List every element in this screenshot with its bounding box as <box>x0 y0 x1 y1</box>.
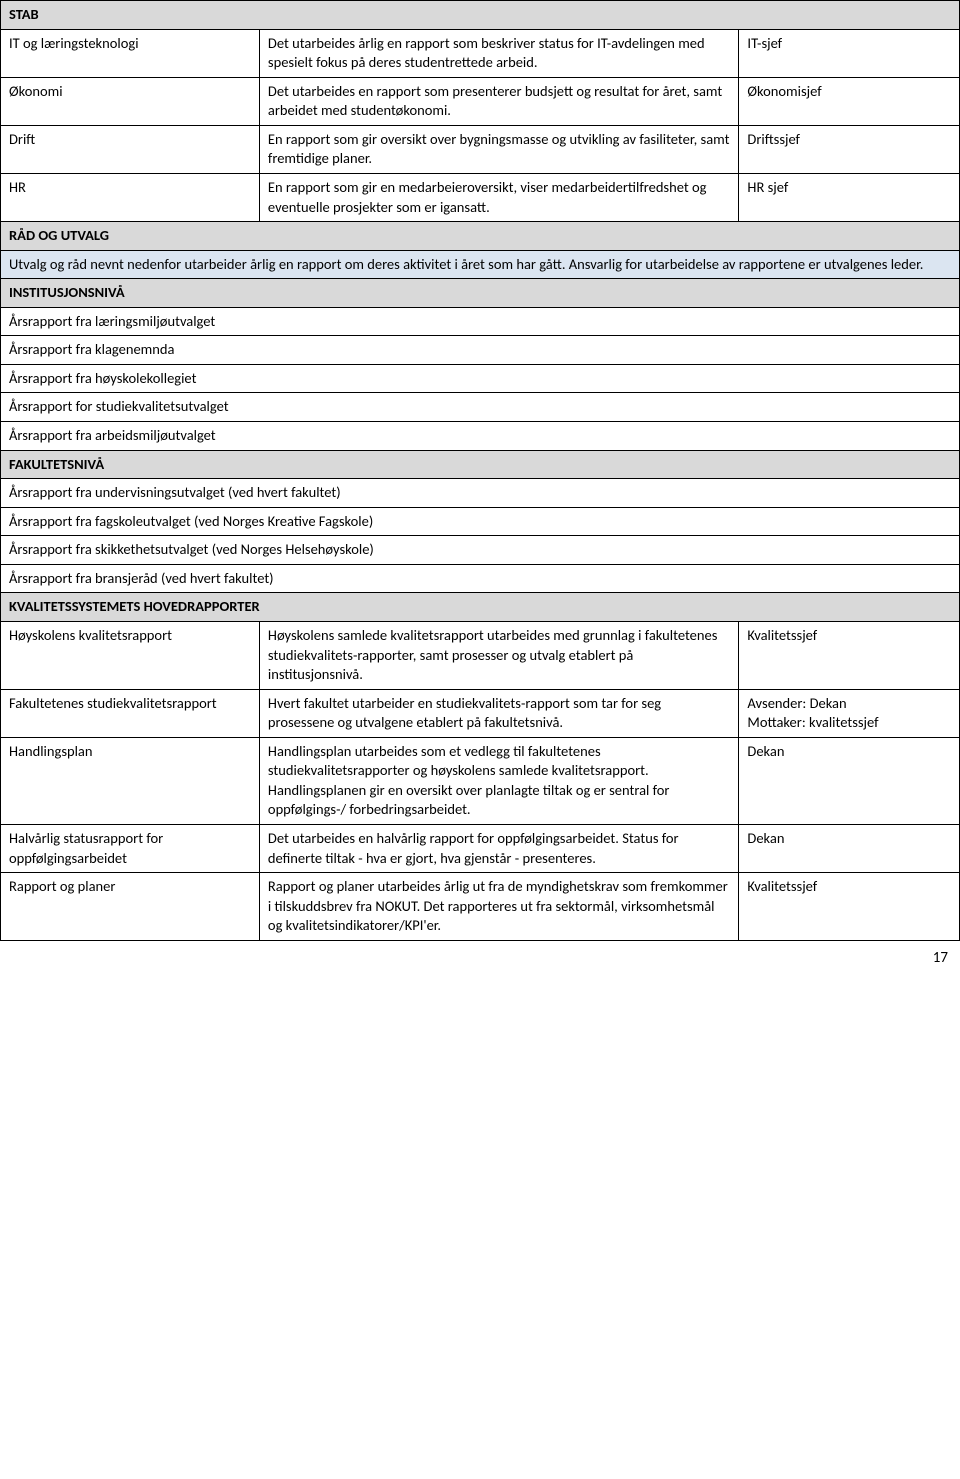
kvalitet-label: Halvårlig statusrapport for oppfølgingsa… <box>1 825 260 873</box>
stab-row-hr: HR En rapport som gir en medarbeierovers… <box>1 173 960 221</box>
inst-row: Årsrapport fra læringsmiljøutvalget <box>1 307 960 336</box>
inst-row: Årsrapport fra høyskolekollegiet <box>1 364 960 393</box>
kvalitet-header: KVALITETSSYSTEMETS HOVEDRAPPORTER <box>1 593 960 622</box>
kvalitet-desc: Handlingsplan utarbeides som et vedlegg … <box>259 737 739 824</box>
stab-owner: Driftssjef <box>739 125 960 173</box>
kvalitet-owner: Kvalitetssjef <box>739 621 960 689</box>
stab-owner: HR sjef <box>739 173 960 221</box>
kvalitet-owner: Avsender: DekanMottaker: kvalitetssjef <box>739 689 960 737</box>
kvalitet-owner: Kvalitetssjef <box>739 873 960 941</box>
stab-label: IT og læringsteknologi <box>1 29 260 77</box>
stab-desc: Det utarbeides årlig en rapport som besk… <box>259 29 739 77</box>
kvalitet-row: Halvårlig statusrapport for oppfølgingsa… <box>1 825 960 873</box>
stab-desc: En rapport som gir oversikt over bygning… <box>259 125 739 173</box>
stab-desc: En rapport som gir en medarbeieroversikt… <box>259 173 739 221</box>
kvalitet-desc: Rapport og planer utarbeides årlig ut fr… <box>259 873 739 941</box>
kvalitet-row: Handlingsplan Handlingsplan utarbeides s… <box>1 737 960 824</box>
kvalitet-desc: Det utarbeides en halvårlig rapport for … <box>259 825 739 873</box>
main-table: STAB IT og læringsteknologi Det utarbeid… <box>0 0 960 941</box>
inst-row: Årsrapport fra arbeidsmiljøutvalget <box>1 422 960 451</box>
fak-header: FAKULTETSNIVÅ <box>1 450 960 479</box>
page-number: 17 <box>0 941 960 967</box>
fak-row: Årsrapport fra bransjeråd (ved hvert fak… <box>1 564 960 593</box>
inst-header: INSTITUSJONSNIVÅ <box>1 279 960 308</box>
stab-desc: Det utarbeides en rapport som presentere… <box>259 77 739 125</box>
stab-row-okonomi: Økonomi Det utarbeides en rapport som pr… <box>1 77 960 125</box>
kvalitet-row: Fakultetenes studiekvalitetsrapport Hver… <box>1 689 960 737</box>
stab-label: Drift <box>1 125 260 173</box>
stab-owner: Økonomisjef <box>739 77 960 125</box>
stab-row-it: IT og læringsteknologi Det utarbeides år… <box>1 29 960 77</box>
kvalitet-owner: Dekan <box>739 825 960 873</box>
inst-row: Årsrapport fra klagenemnda <box>1 336 960 365</box>
stab-label: HR <box>1 173 260 221</box>
fak-row: Årsrapport fra fagskoleutvalget (ved Nor… <box>1 507 960 536</box>
kvalitet-row: Høyskolens kvalitetsrapport Høyskolens s… <box>1 621 960 689</box>
stab-label: Økonomi <box>1 77 260 125</box>
stab-owner: IT-sjef <box>739 29 960 77</box>
kvalitet-owner: Dekan <box>739 737 960 824</box>
kvalitet-desc: Hvert fakultet utarbeider en studiekvali… <box>259 689 739 737</box>
stab-header: STAB <box>1 1 960 30</box>
kvalitet-label: Handlingsplan <box>1 737 260 824</box>
inst-row: Årsrapport for studiekvalitetsutvalget <box>1 393 960 422</box>
kvalitet-row: Rapport og planer Rapport og planer utar… <box>1 873 960 941</box>
fak-row: Årsrapport fra undervisningsutvalget (ve… <box>1 479 960 508</box>
kvalitet-desc: Høyskolens samlede kvalitetsrapport utar… <box>259 621 739 689</box>
rad-note: Utvalg og råd nevnt nedenfor utarbeider … <box>1 250 960 279</box>
stab-row-drift: Drift En rapport som gir oversikt over b… <box>1 125 960 173</box>
fak-row: Årsrapport fra skikkethetsutvalget (ved … <box>1 536 960 565</box>
rad-header: RÅD OG UTVALG <box>1 222 960 251</box>
kvalitet-label: Høyskolens kvalitetsrapport <box>1 621 260 689</box>
kvalitet-label: Fakultetenes studiekvalitetsrapport <box>1 689 260 737</box>
kvalitet-label: Rapport og planer <box>1 873 260 941</box>
